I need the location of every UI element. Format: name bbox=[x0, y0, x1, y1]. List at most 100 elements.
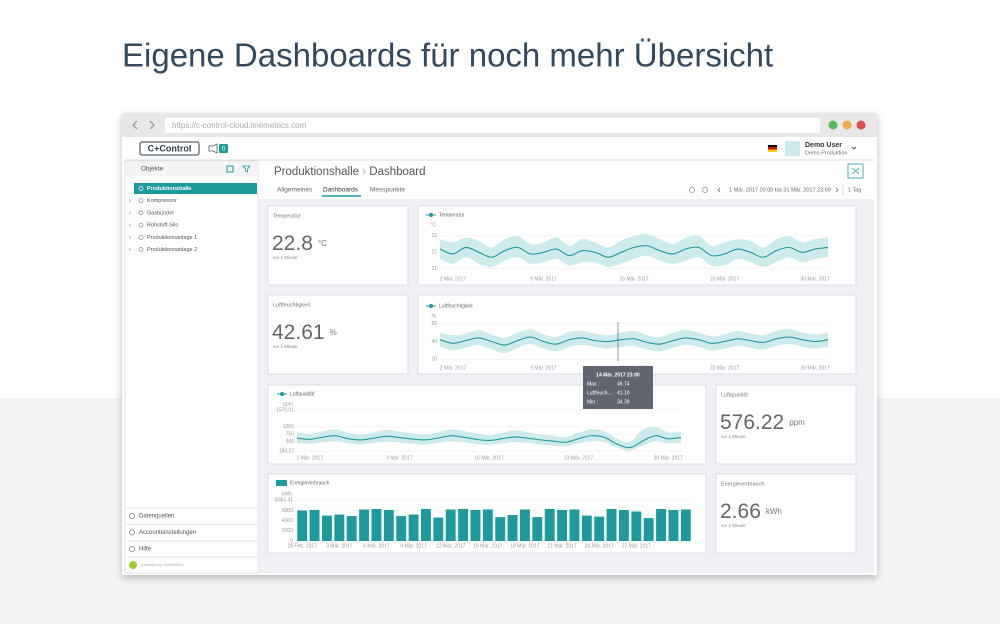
widget-updated: vor 1 Minute bbox=[721, 434, 746, 439]
tree-item[interactable]: Kompressor bbox=[147, 198, 177, 204]
series-line bbox=[439, 245, 829, 258]
breadcrumb-item: Dashboard bbox=[369, 166, 425, 178]
y-tick-label: 750 bbox=[286, 432, 295, 438]
zoom-in[interactable] bbox=[689, 187, 695, 193]
tab[interactable]: Allgemeines bbox=[277, 187, 313, 194]
bar bbox=[507, 515, 518, 541]
widget-value: 22.8 °C bbox=[272, 232, 327, 255]
bar bbox=[383, 509, 394, 541]
bar bbox=[680, 509, 691, 541]
x-tick-label: 2 Mär. 2017 bbox=[297, 455, 324, 461]
bar bbox=[297, 510, 308, 541]
axis-unit: °C bbox=[430, 222, 436, 228]
heading: Eigene Dashboards für noch mehr Übersich… bbox=[122, 37, 773, 74]
legend-label[interactable]: Luftfeuchtigkeit bbox=[439, 303, 473, 309]
prev-range[interactable] bbox=[717, 187, 721, 193]
x-tick-label: 9 Mär. 2017 bbox=[386, 455, 413, 461]
bar bbox=[420, 508, 431, 541]
legend-label[interactable]: Energieverbrauch bbox=[290, 480, 330, 486]
filter-icon[interactable] bbox=[242, 165, 251, 173]
tree-item[interactable]: Produktionshalle bbox=[147, 186, 192, 192]
sidebar-link[interactable]: Hilfe bbox=[139, 547, 152, 553]
x-tick-label: 16 Mär. 2017 bbox=[619, 276, 648, 282]
tree-icon bbox=[138, 247, 144, 252]
widget-title: Luftfeuchtigkeit bbox=[273, 302, 310, 308]
powered-logo bbox=[129, 561, 137, 569]
bar bbox=[445, 509, 456, 541]
date-range[interactable]: 1 Mär. 2017 00:00 bis 31 Mär. 2017 23:59 bbox=[729, 187, 831, 193]
unit: kWh bbox=[766, 507, 782, 516]
breadcrumb-item[interactable]: Produktionshalle bbox=[274, 166, 359, 178]
bar bbox=[371, 508, 382, 541]
y-tick-label: 1000 bbox=[283, 424, 294, 430]
widget-updated: vor 1 Minute bbox=[273, 255, 298, 260]
tree-icon bbox=[138, 222, 144, 228]
url-bar[interactable] bbox=[165, 118, 820, 133]
interval[interactable]: 1 Tag bbox=[848, 187, 861, 193]
x-tick-label: 12 Mär. 2017 bbox=[436, 543, 465, 549]
unit: % bbox=[330, 328, 337, 337]
breadcrumb: Produktionshalle › Dashboard bbox=[274, 166, 426, 178]
axis-unit: ppm bbox=[283, 401, 293, 407]
tree-caret bbox=[128, 186, 131, 191]
bar bbox=[458, 508, 469, 541]
x-tick-label: 27 Mär. 2017 bbox=[622, 543, 651, 549]
tab[interactable]: Dashboards bbox=[323, 187, 359, 194]
tree-item[interactable]: Produktionsanlage 2 bbox=[147, 247, 197, 253]
y-tick-label: 184.37 bbox=[279, 448, 295, 454]
nav-arrows[interactable] bbox=[132, 120, 155, 130]
user-menu-caret[interactable] bbox=[851, 146, 857, 150]
value: 2.66 bbox=[720, 500, 761, 523]
y-tick-label: 40 bbox=[431, 339, 437, 345]
legend-label[interactable]: Luftqualität bbox=[290, 391, 315, 397]
legend-marker bbox=[429, 304, 433, 308]
x-tick-label: 24 Mär. 2017 bbox=[585, 543, 614, 549]
tree-caret bbox=[128, 223, 131, 227]
view-icon[interactable] bbox=[226, 165, 234, 173]
widget-value: 42.61% bbox=[272, 321, 337, 344]
bar bbox=[656, 508, 667, 541]
y-tick-label: 0 bbox=[290, 538, 293, 544]
notification-badge bbox=[219, 144, 228, 153]
avatar[interactable] bbox=[785, 141, 800, 156]
expand-icon bbox=[851, 167, 860, 175]
window-button[interactable] bbox=[856, 120, 866, 130]
tab[interactable]: Messpunkte bbox=[370, 187, 405, 194]
value: 576.22 bbox=[720, 411, 784, 434]
sidebar-link[interactable]: Accounteinstellungen bbox=[139, 530, 196, 536]
tree-item[interactable]: Produktionsanlage 1 bbox=[147, 235, 197, 241]
widget-value: 2.66 kWh bbox=[720, 500, 782, 523]
tooltip-label: Min : bbox=[587, 399, 598, 405]
flag[interactable] bbox=[768, 145, 777, 148]
logo-box[interactable] bbox=[139, 141, 200, 156]
sidebar-link[interactable]: Datenquellen bbox=[139, 514, 174, 520]
tree-item[interactable]: Rohstoff-Silo bbox=[147, 223, 178, 229]
value: 42.61 bbox=[272, 321, 325, 344]
y-tick-label: 23 bbox=[431, 233, 437, 239]
value: 22.8 bbox=[272, 232, 313, 255]
bar bbox=[519, 509, 530, 541]
bar bbox=[581, 515, 592, 541]
x-tick-label: 9 Mär. 2017 bbox=[530, 365, 557, 371]
x-tick-label: 28 Feb. 2017 bbox=[287, 543, 317, 549]
series-line bbox=[296, 435, 682, 449]
tooltip-value: 34.39 bbox=[617, 399, 630, 405]
tooltip bbox=[583, 366, 653, 409]
x-tick-label: 15 Mär. 2017 bbox=[473, 543, 502, 549]
bar bbox=[631, 511, 642, 541]
window-button[interactable] bbox=[828, 120, 838, 130]
legend-label[interactable]: Temperatur bbox=[439, 212, 465, 218]
notification-icon[interactable] bbox=[208, 143, 218, 154]
widget-updated: vor 1 Minute bbox=[721, 523, 746, 528]
flag bbox=[768, 149, 777, 152]
tree-icon bbox=[138, 210, 144, 216]
zoom-out[interactable] bbox=[702, 187, 708, 193]
tree-item[interactable]: Gasbündel bbox=[147, 210, 174, 216]
window-button[interactable] bbox=[842, 120, 852, 130]
tree-caret bbox=[128, 211, 131, 215]
bar bbox=[594, 516, 605, 541]
next-range[interactable] bbox=[835, 187, 839, 193]
range-band bbox=[440, 329, 828, 354]
x-tick-label: 16 Mär. 2017 bbox=[474, 455, 503, 461]
